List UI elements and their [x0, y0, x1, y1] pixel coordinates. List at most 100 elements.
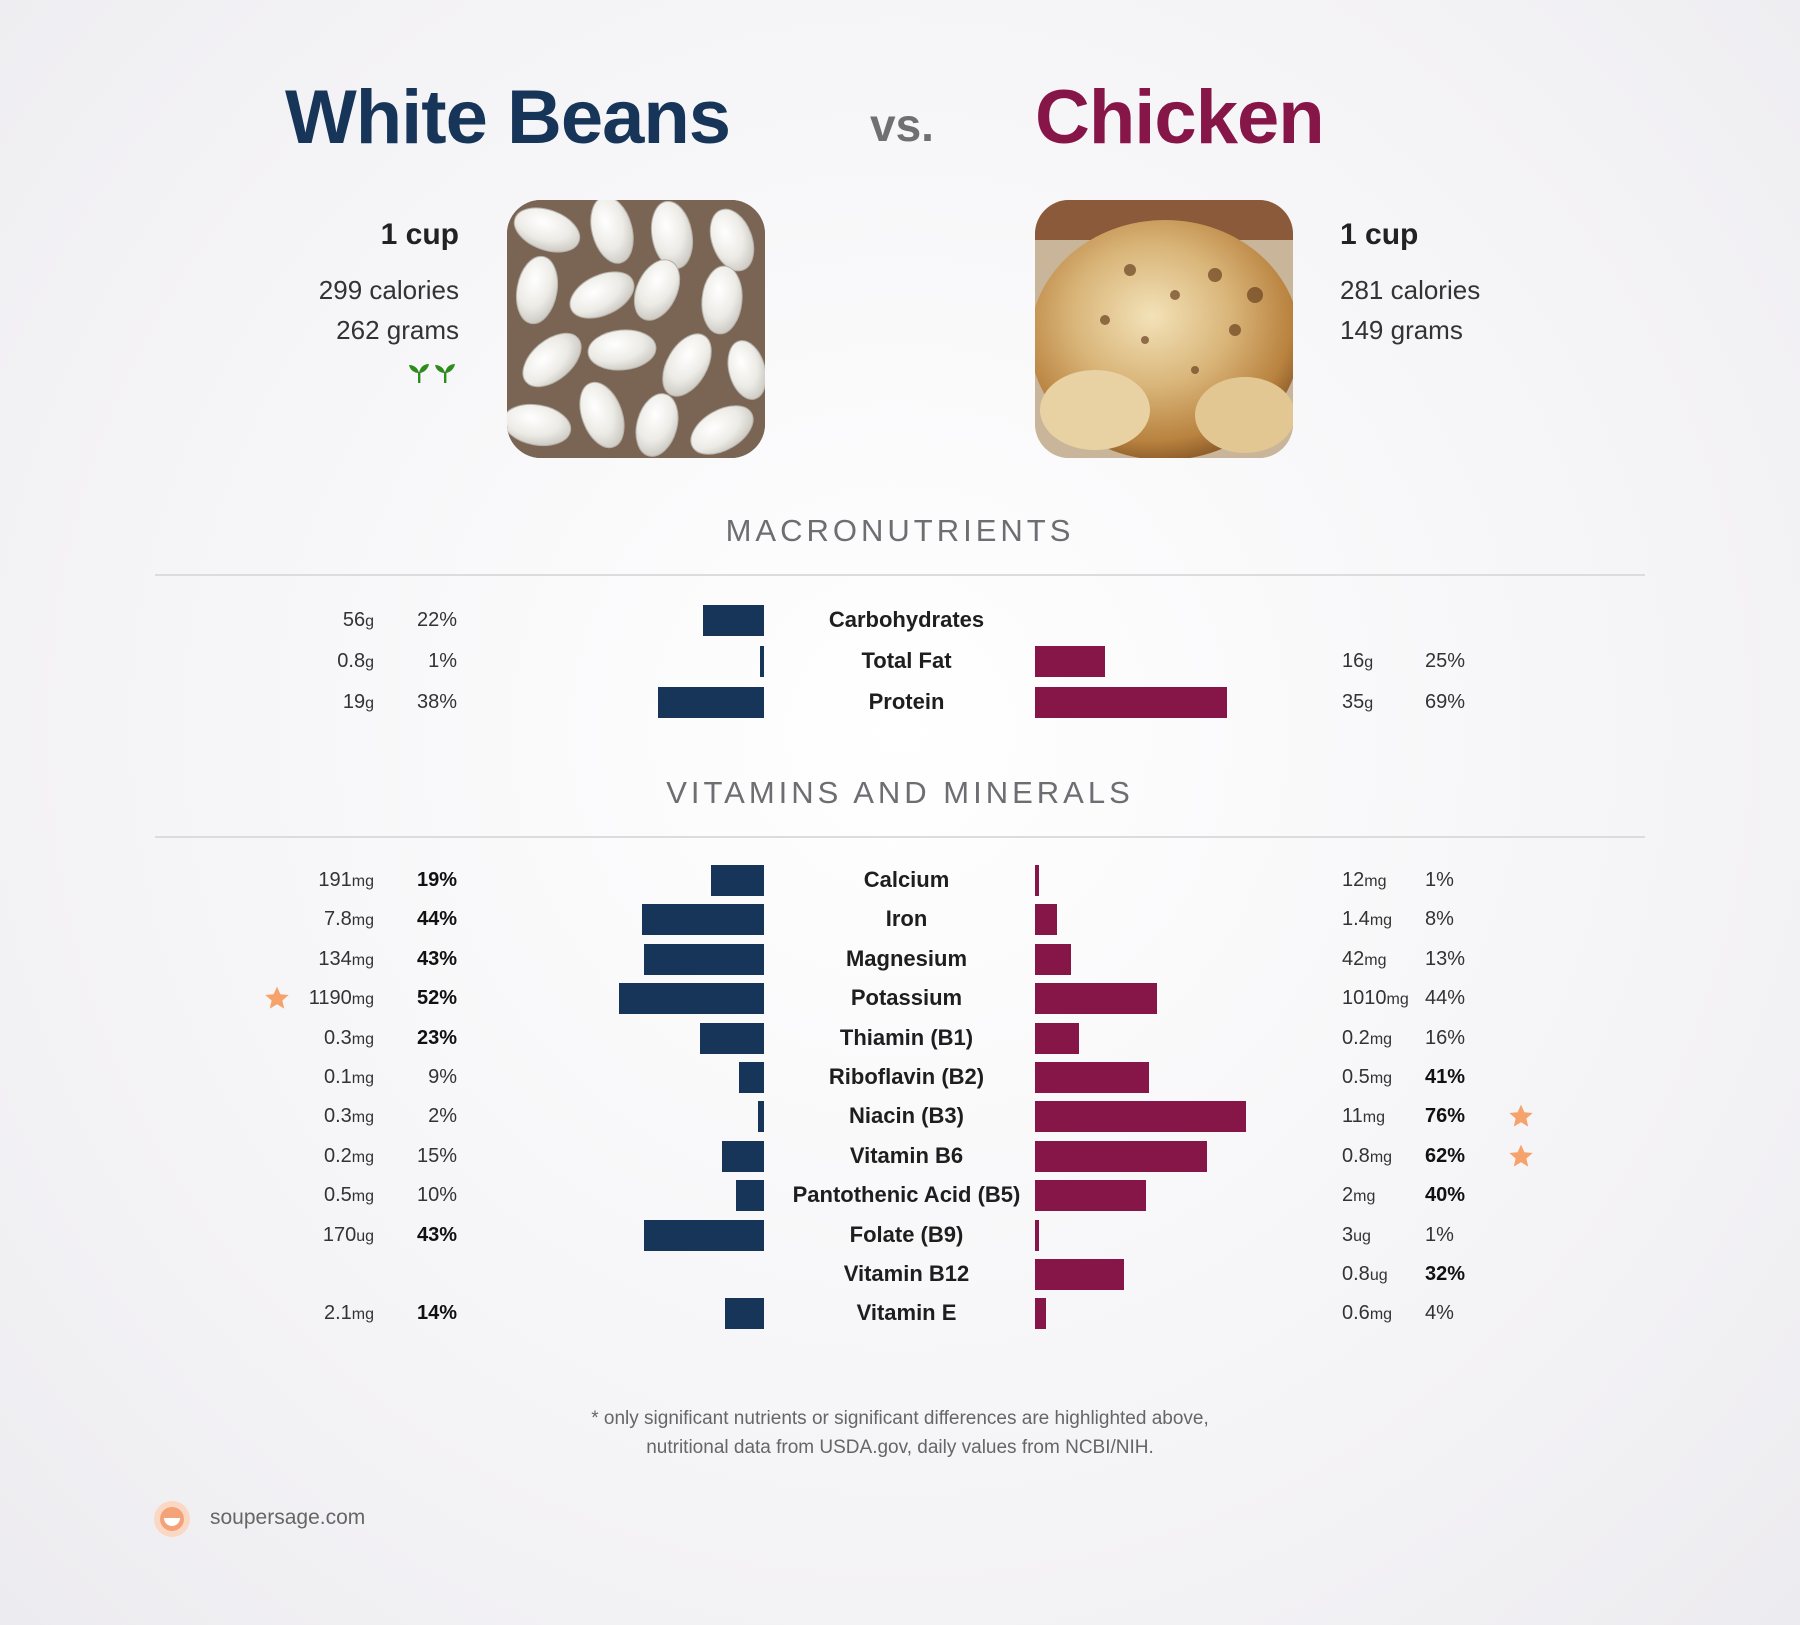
right-amount-value: 0.2: [1342, 1026, 1370, 1049]
right-percent: 41%: [1425, 1066, 1466, 1088]
right-amount-value: 1.4: [1342, 908, 1370, 931]
left-amount-unit: g: [365, 695, 374, 712]
left-bar: [711, 865, 764, 896]
right-percent: 76%: [1425, 1105, 1466, 1128]
right-calories: 281 calories: [1340, 275, 1481, 305]
right-amount-unit: mg: [1369, 912, 1393, 930]
nutrient-label: Potassium: [850, 985, 963, 1011]
left-bar: [702, 605, 764, 636]
nutrient-label: Vitamin B6: [849, 1142, 964, 1168]
left-amount-value: 19: [342, 691, 366, 713]
nutrient-row: Vitamin B6 0.2mg 15% 0.8mg 62%: [0, 1136, 1800, 1176]
left-amount-unit: mg: [351, 1148, 374, 1166]
right-percent: 69%: [1425, 691, 1466, 713]
nutrient-label: Thiamin (B1): [839, 1024, 974, 1050]
nutrient-label: Niacin (B3): [849, 1103, 964, 1129]
right-amount-value: 42: [1342, 947, 1365, 970]
right-amount: 42mg: [1342, 939, 1386, 981]
left-amount-value: 56: [342, 609, 366, 631]
nutrient-label: Folate (B9): [849, 1221, 964, 1247]
left-amount-unit: g: [365, 654, 374, 671]
right-percent: 13%: [1425, 947, 1466, 970]
left-calories: 299 calories: [318, 275, 459, 305]
left-amount: 0.5mg: [324, 1175, 374, 1217]
soupersage-logo-icon: [153, 1500, 191, 1538]
nutrient-label: Vitamin E: [856, 1300, 957, 1326]
right-amount: 2mg: [1342, 1175, 1375, 1217]
right-percent: 62%: [1425, 1144, 1466, 1167]
right-percent: 44%: [1425, 987, 1466, 1010]
right-amount: 16g: [1342, 641, 1373, 683]
right-bar: [1035, 1219, 1039, 1251]
left-percent: 1%: [428, 650, 457, 672]
right-bar: [1035, 646, 1105, 677]
right-bar: [1035, 1062, 1149, 1093]
right-bar: [1035, 904, 1058, 936]
brand-link[interactable]: soupersage.com: [210, 1506, 366, 1529]
right-amount-unit: ug: [1353, 1227, 1371, 1245]
left-bar: [658, 687, 764, 718]
left-amount-value: 170: [322, 1223, 357, 1246]
left-amount: 1190mg: [309, 978, 374, 1020]
left-amount: 7.8mg: [324, 899, 374, 941]
left-amount-unit: mg: [351, 912, 374, 930]
star-icon: [263, 984, 291, 1012]
left-amount: 0.1mg: [324, 1057, 374, 1099]
right-amount-unit: mg: [1386, 991, 1409, 1009]
left-bar: [644, 943, 764, 975]
right-bar: [1035, 983, 1158, 1015]
nutrient-row: Vitamin B12 0.8ug 32%: [0, 1254, 1800, 1294]
left-percent: 43%: [416, 947, 457, 970]
nutrient-row: Magnesium 134mg 43% 42mg 13%: [0, 939, 1800, 979]
right-bar: [1035, 1022, 1080, 1054]
right-amount-value: 12: [1342, 869, 1365, 891]
left-amount: 2.1mg: [324, 1293, 374, 1335]
white-beans-photo: [507, 200, 765, 458]
left-amount: 134mg: [318, 939, 374, 981]
chicken-photo: [1035, 200, 1293, 458]
right-amount-value: 0.8: [1342, 1144, 1370, 1167]
nutrient-row: Vitamin E 2.1mg 14% 0.6mg 4%: [0, 1293, 1800, 1333]
right-amount: 0.5mg: [1342, 1057, 1392, 1099]
right-amount: 3ug: [1342, 1215, 1371, 1257]
nutrient-label: Pantothenic Acid (B5): [792, 1182, 1021, 1208]
vs-label: vs.: [870, 99, 934, 151]
right-amount-value: 11: [1342, 1105, 1363, 1128]
left-amount: 0.2mg: [324, 1136, 374, 1178]
right-amount: 0.6mg: [1342, 1293, 1392, 1335]
right-amount: 0.8ug: [1342, 1254, 1388, 1296]
sprout-icon: [408, 362, 458, 384]
left-percent: 52%: [416, 987, 457, 1010]
star-icon: [1507, 1142, 1535, 1170]
left-bar: [722, 1140, 764, 1172]
right-grams: 149 grams: [1340, 315, 1463, 345]
left-bar: [758, 1101, 764, 1133]
right-amount-unit: mg: [1369, 1070, 1393, 1087]
left-amount-unit: mg: [351, 1030, 374, 1048]
right-amount: 12mg: [1342, 860, 1386, 902]
right-amount-unit: mg: [1364, 873, 1387, 890]
left-amount-unit: mg: [351, 1188, 374, 1206]
left-grams: 262 grams: [336, 315, 459, 345]
nutrient-row: Thiamin (B1) 0.3mg 23% 0.2mg 16%: [0, 1018, 1800, 1058]
vitamins-divider: [155, 836, 1645, 838]
right-percent: 1%: [1425, 1223, 1454, 1246]
nutrient-row: Carbohydrates 56g 22%: [0, 600, 1800, 640]
right-amount-unit: g: [1364, 695, 1374, 712]
right-bar: [1035, 1259, 1124, 1290]
right-percent: 4%: [1425, 1302, 1454, 1325]
right-amount-value: 3: [1342, 1223, 1354, 1246]
right-amount-unit: mg: [1369, 1306, 1393, 1324]
macronutrients-heading: MACRONUTRIENTS: [725, 513, 1075, 548]
star-icon: [1507, 1102, 1535, 1130]
left-bar: [641, 904, 764, 936]
footnote-line-2: nutritional data from USDA.gov, daily va…: [646, 1437, 1154, 1458]
left-bar: [619, 983, 764, 1015]
nutrient-row: Pantothenic Acid (B5) 0.5mg 10% 2mg 40%: [0, 1175, 1800, 1215]
left-amount-unit: ug: [356, 1227, 374, 1245]
left-amount: 191mg: [318, 860, 374, 902]
nutrient-row: Total Fat 0.8g 1% 16g 25%: [0, 641, 1800, 681]
right-amount-unit: mg: [1369, 1030, 1393, 1048]
left-amount: 0.3mg: [324, 1018, 374, 1060]
nutrient-label: Magnesium: [845, 945, 968, 971]
